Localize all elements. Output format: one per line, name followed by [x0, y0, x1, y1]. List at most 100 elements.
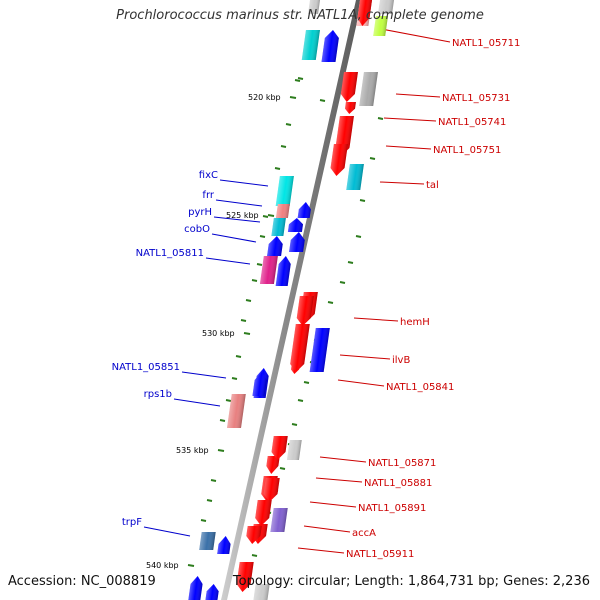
- gene-label-minus[interactable]: NATL1_05871: [368, 458, 436, 469]
- kbp-position-label: 535 kbp: [176, 446, 209, 455]
- gene-arrow[interactable]: [267, 236, 284, 256]
- gene-label-minus[interactable]: hemH: [400, 317, 430, 328]
- gene-label-minus[interactable]: NATL1_05891: [358, 503, 426, 514]
- gene-callout-line: [219, 179, 269, 187]
- gene-callout-line: [385, 145, 432, 150]
- sequence-tick: [251, 279, 258, 282]
- gene-arrow-shading: [321, 30, 339, 62]
- gene-arrow-shading: [373, 16, 388, 36]
- gene-label-minus[interactable]: accA: [352, 528, 376, 539]
- gene-arrow[interactable]: [199, 532, 216, 550]
- gene-arrow-shading: [188, 576, 203, 600]
- gene-callout-line: [395, 93, 441, 98]
- gene-label-minus[interactable]: NATL1_05711: [452, 38, 520, 49]
- kbp-tick: [217, 449, 225, 452]
- gene-arrow-shading: [275, 256, 291, 286]
- feature-box[interactable]: [275, 256, 292, 286]
- gene-arrow-shading: [253, 584, 270, 600]
- gene-arrow[interactable]: [271, 218, 286, 236]
- gene-arrow[interactable]: [262, 478, 280, 502]
- gene-label-plus[interactable]: rps1b: [144, 389, 172, 400]
- sequence-tick: [280, 145, 287, 148]
- gene-label-minus[interactable]: NATL1_05841: [386, 382, 454, 393]
- gene-callout-line: [297, 547, 345, 554]
- gene-arrow[interactable]: [252, 372, 267, 396]
- gene-arrow[interactable]: [309, 328, 330, 372]
- gene-arrow-shading: [357, 0, 372, 26]
- feature-box[interactable]: [297, 202, 312, 218]
- feature-box[interactable]: [321, 30, 339, 62]
- sequence-tick: [303, 381, 310, 384]
- gene-arrow[interactable]: [340, 72, 358, 102]
- kbp-position-label: 525 kbp: [226, 211, 259, 220]
- feature-box[interactable]: [308, 0, 320, 14]
- feature-box[interactable]: [265, 456, 280, 474]
- sequence-tick: [377, 117, 384, 120]
- gene-label-minus[interactable]: NATL1_05751: [433, 145, 501, 156]
- feature-box[interactable]: [301, 30, 320, 60]
- gene-label-minus[interactable]: NATL1_05881: [364, 478, 432, 489]
- gene-label-plus[interactable]: trpF: [122, 517, 142, 528]
- sequence-tick: [319, 99, 326, 102]
- gene-label-plus[interactable]: NATL1_05851: [112, 362, 180, 373]
- gene-arrow[interactable]: [227, 394, 246, 428]
- gene-arrow-shading: [297, 202, 311, 218]
- gene-arrow[interactable]: [329, 144, 348, 176]
- gene-arrow[interactable]: [254, 500, 272, 526]
- feature-box[interactable]: [373, 16, 388, 36]
- gene-arrow-shading: [289, 232, 305, 252]
- gene-label-minus[interactable]: ilvB: [392, 355, 410, 366]
- gene-callout-line: [211, 233, 257, 243]
- feature-box[interactable]: [205, 584, 219, 600]
- gene-arrow[interactable]: [270, 508, 288, 532]
- gene-arrow-shading: [340, 72, 358, 102]
- sequence-tick: [231, 377, 238, 380]
- gene-label-minus[interactable]: tal: [426, 180, 439, 191]
- gene-label-minus[interactable]: NATL1_05741: [438, 117, 506, 128]
- sequence-tick: [279, 467, 286, 470]
- gene-label-plus[interactable]: frr: [202, 190, 214, 201]
- gene-arrow-shading: [199, 532, 216, 550]
- feature-box[interactable]: [188, 576, 203, 600]
- gene-label-plus[interactable]: fixC: [199, 170, 218, 181]
- sequence-tick: [327, 301, 334, 304]
- gene-arrow[interactable]: [275, 176, 294, 206]
- feature-box[interactable]: [286, 440, 302, 460]
- feature-box[interactable]: [287, 218, 304, 232]
- feature-box[interactable]: [289, 232, 306, 252]
- gene-label-minus[interactable]: NATL1_05731: [442, 93, 510, 104]
- gene-label-plus[interactable]: NATL1_05811: [136, 248, 204, 259]
- gene-callout-line: [213, 216, 261, 223]
- kbp-position-label: 520 kbp: [248, 93, 281, 102]
- gene-arrow[interactable]: [346, 164, 364, 190]
- sequence-tick: [245, 299, 252, 302]
- gene-arrow-shading: [205, 584, 219, 600]
- sequence-tick: [206, 499, 213, 502]
- map-title: Prochlorococcus marinus str. NATL1A, com…: [116, 8, 484, 23]
- gene-callout-line: [319, 456, 367, 463]
- sequence-tick: [285, 123, 292, 126]
- accession-text: Accession: NC_008819: [8, 574, 156, 589]
- gene-arrow[interactable]: [296, 296, 314, 326]
- gene-label-minus[interactable]: NATL1_05911: [346, 549, 414, 560]
- feature-box[interactable]: [217, 536, 232, 554]
- gene-arrow[interactable]: [270, 436, 288, 460]
- gene-arrow-shading: [275, 176, 294, 206]
- gene-arrow[interactable]: [259, 256, 278, 284]
- feature-box[interactable]: [359, 72, 378, 106]
- sequence-tick: [240, 319, 247, 322]
- gene-callout-line: [315, 477, 363, 483]
- gene-arrow[interactable]: [275, 204, 290, 218]
- gene-label-plus[interactable]: pyrH: [188, 207, 212, 218]
- gene-arrow[interactable]: [289, 324, 310, 372]
- gene-arrow-shading: [290, 324, 310, 372]
- gene-arrow[interactable]: [356, 0, 372, 26]
- feature-box[interactable]: [378, 0, 394, 14]
- genome-backbone: [221, 0, 362, 600]
- feature-box[interactable]: [253, 584, 270, 600]
- gene-arrow[interactable]: [245, 526, 262, 544]
- feature-box[interactable]: [344, 102, 356, 114]
- gene-label-plus[interactable]: cobO: [184, 224, 210, 235]
- feature-box[interactable]: [235, 562, 254, 592]
